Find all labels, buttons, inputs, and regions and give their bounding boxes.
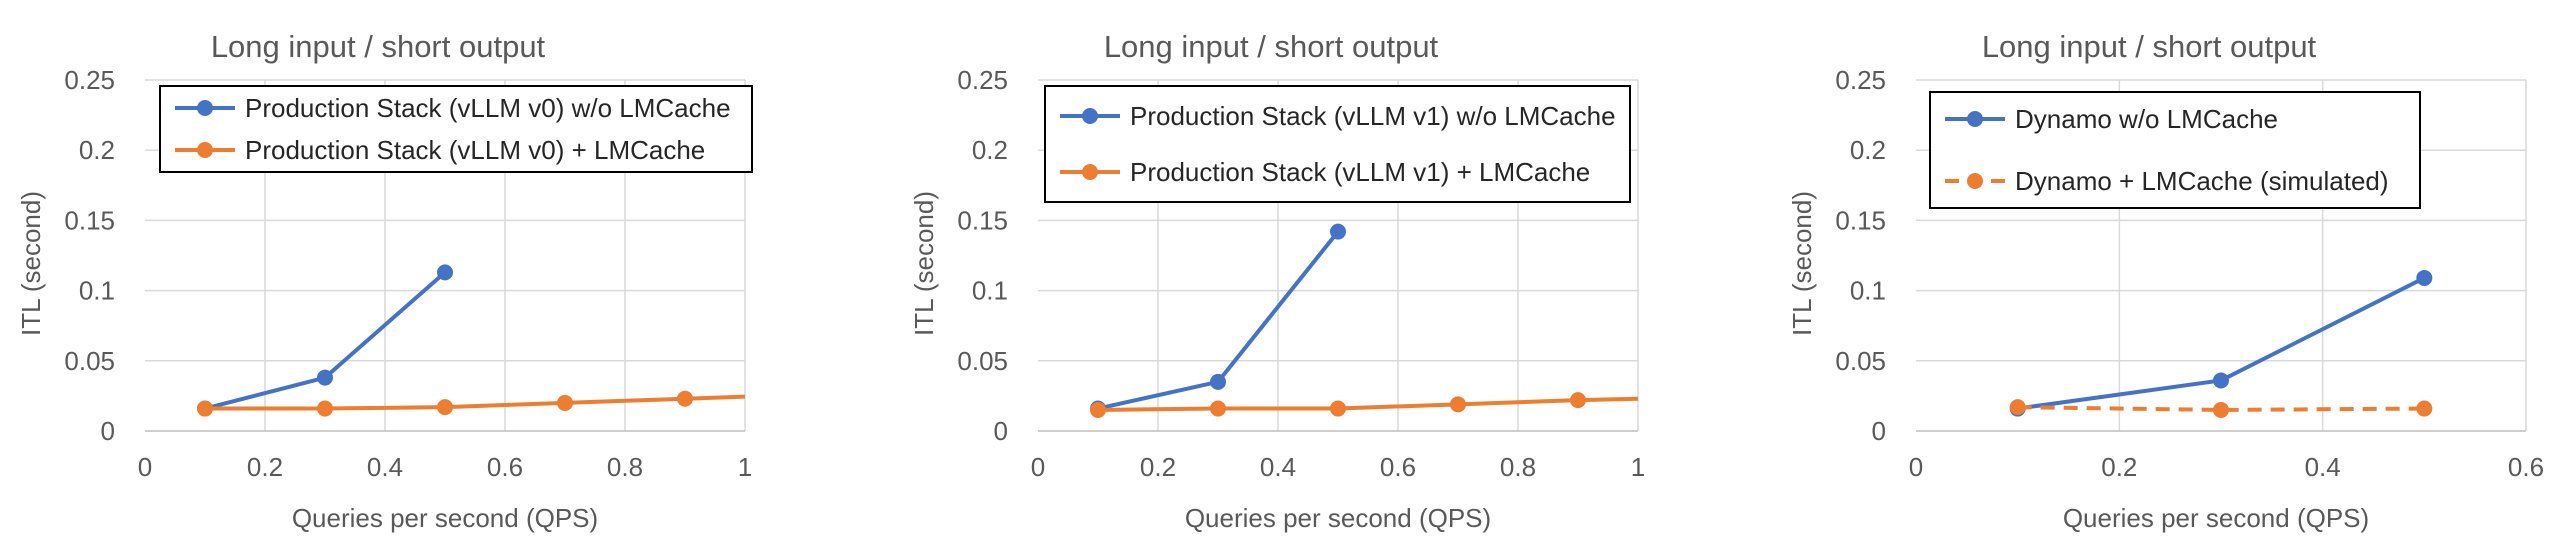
legend-swatch-marker (1967, 173, 1983, 189)
data-point (1690, 389, 1706, 405)
legend-swatch-marker (197, 142, 213, 158)
legend: Dynamo w/o LMCache Dynamo + LMCache (simu… (1929, 91, 2421, 209)
data-point (2416, 400, 2433, 417)
chart-title: Long input / short output (211, 29, 546, 64)
series-line (204, 270, 447, 411)
x-tick-label: 0.2 (1140, 452, 1176, 482)
y-tick-label: 0.05 (1835, 346, 1886, 376)
x-tick-label: 1 (738, 452, 752, 482)
x-tick-label: 0.8 (1500, 452, 1536, 482)
data-point (2416, 269, 2433, 286)
x-tick-label: 0.4 (367, 452, 403, 482)
legend-label: Dynamo w/o LMCache (2015, 104, 2278, 134)
y-axis-label: ITL (second) (909, 191, 939, 336)
y-tick-label: 0.05 (957, 346, 1008, 376)
legend-label: Production Stack (vLLM v0) + LMCache (245, 135, 705, 165)
data-point (2009, 399, 2026, 416)
x-tick-label: 0.8 (607, 452, 643, 482)
x-axis-label: Queries per second (QPS) (1185, 503, 1491, 533)
x-tick-label: 0 (1909, 452, 1923, 482)
data-point (317, 400, 333, 417)
chart-title: Long input / short output (1104, 29, 1439, 64)
x-tick-label: 0.4 (1260, 452, 1296, 482)
legend-swatch-marker (1082, 164, 1098, 180)
x-axis-label: Queries per second (QPS) (292, 503, 598, 533)
data-point (1450, 396, 1466, 413)
x-tick-label: 0.6 (1380, 452, 1416, 482)
data-point (197, 400, 213, 417)
data-point (677, 390, 693, 407)
data-point (2213, 372, 2229, 389)
series-2 (1090, 389, 1706, 418)
legend-label: Production Stack (vLLM v1) w/o LMCache (1130, 101, 1616, 131)
series-1 (197, 264, 453, 417)
chart-title: Long input / short output (1982, 29, 2317, 64)
legend-swatch-marker (1082, 108, 1098, 124)
series-1 (1090, 223, 1346, 417)
y-tick-label: 0 (1872, 416, 1886, 446)
y-tick-label: 0.15 (957, 205, 1008, 235)
series-2 (2009, 399, 2433, 418)
legend-box (1044, 85, 1631, 203)
y-tick-label: 0.1 (972, 276, 1008, 306)
data-point (557, 394, 573, 411)
legend-box (159, 85, 753, 173)
chart-panel-2: 0 0.05 0.1 0.15 0.2 0.25 0 0.2 0.4 0.6 0.8 1 Long in… (909, 29, 1706, 533)
x-tick-label: 1 (1631, 452, 1645, 482)
chart-panel-1: 0 0.05 0.1 0.15 0.2 0.25 0 0.2 0.4 0.6 0.8 1 Long in… (16, 29, 813, 533)
x-tick-label: 0 (138, 452, 152, 482)
y-tick-label: 0.1 (79, 276, 115, 306)
y-axis-label: ITL (second) (1787, 191, 1817, 336)
series-line (205, 394, 745, 411)
data-point (1210, 400, 1226, 417)
data-point (437, 399, 453, 416)
x-axis-label: Queries per second (QPS) (2063, 503, 2369, 533)
y-tick-label: 0.2 (79, 135, 115, 165)
data-point (1090, 401, 1106, 418)
series-line (2017, 276, 2426, 411)
x-tick-label: 0.2 (247, 452, 283, 482)
legend-swatch-marker (1967, 111, 1983, 127)
y-tick-label: 0.2 (1850, 135, 1886, 165)
series-1 (2009, 269, 2433, 417)
x-tick-label: 0.4 (2305, 452, 2341, 482)
x-tick-label: 0.6 (2508, 452, 2544, 482)
y-tick-label: 0.25 (1835, 65, 1886, 95)
y-tick-label: 0.15 (1835, 205, 1886, 235)
y-tick-label: 0 (101, 416, 115, 446)
y-tick-label: 0.2 (972, 135, 1008, 165)
y-tick-label: 0.15 (64, 205, 115, 235)
chart-panel-3: 0 0.05 0.1 0.15 0.2 0.25 0 0.2 0.4 0.6 Long input … (1787, 29, 2544, 533)
data-point (317, 369, 333, 386)
y-tick-label: 0.25 (64, 65, 115, 95)
x-tick-label: 0.2 (2101, 452, 2137, 482)
legend: Production Stack (vLLM v1) w/o LMCache Pr… (1044, 85, 1631, 203)
y-tick-label: 0.25 (957, 65, 1008, 95)
data-point (1210, 373, 1226, 390)
data-point (1570, 392, 1586, 409)
data-point (1330, 400, 1346, 417)
legend-label: Production Stack (vLLM v0) w/o LMCache (245, 93, 731, 123)
legend: Production Stack (vLLM v0) w/o LMCache Pr… (159, 85, 753, 173)
data-point (1330, 223, 1346, 240)
series-2 (197, 386, 813, 417)
legend-label: Dynamo + LMCache (simulated) (2015, 166, 2389, 196)
y-tick-label: 0 (994, 416, 1008, 446)
data-point (797, 386, 813, 402)
y-tick-label: 0.05 (64, 346, 115, 376)
legend-label: Production Stack (vLLM v1) + LMCache (1130, 157, 1590, 187)
data-point (437, 264, 453, 281)
data-point (2213, 401, 2229, 418)
legend-swatch-marker (197, 100, 213, 116)
legend-box (1929, 91, 2421, 209)
y-tick-label: 0.1 (1850, 276, 1886, 306)
x-tick-label: 0 (1031, 452, 1045, 482)
y-axis-label: ITL (second) (16, 191, 46, 336)
series-line (1097, 396, 1638, 412)
x-tick-label: 0.6 (487, 452, 523, 482)
